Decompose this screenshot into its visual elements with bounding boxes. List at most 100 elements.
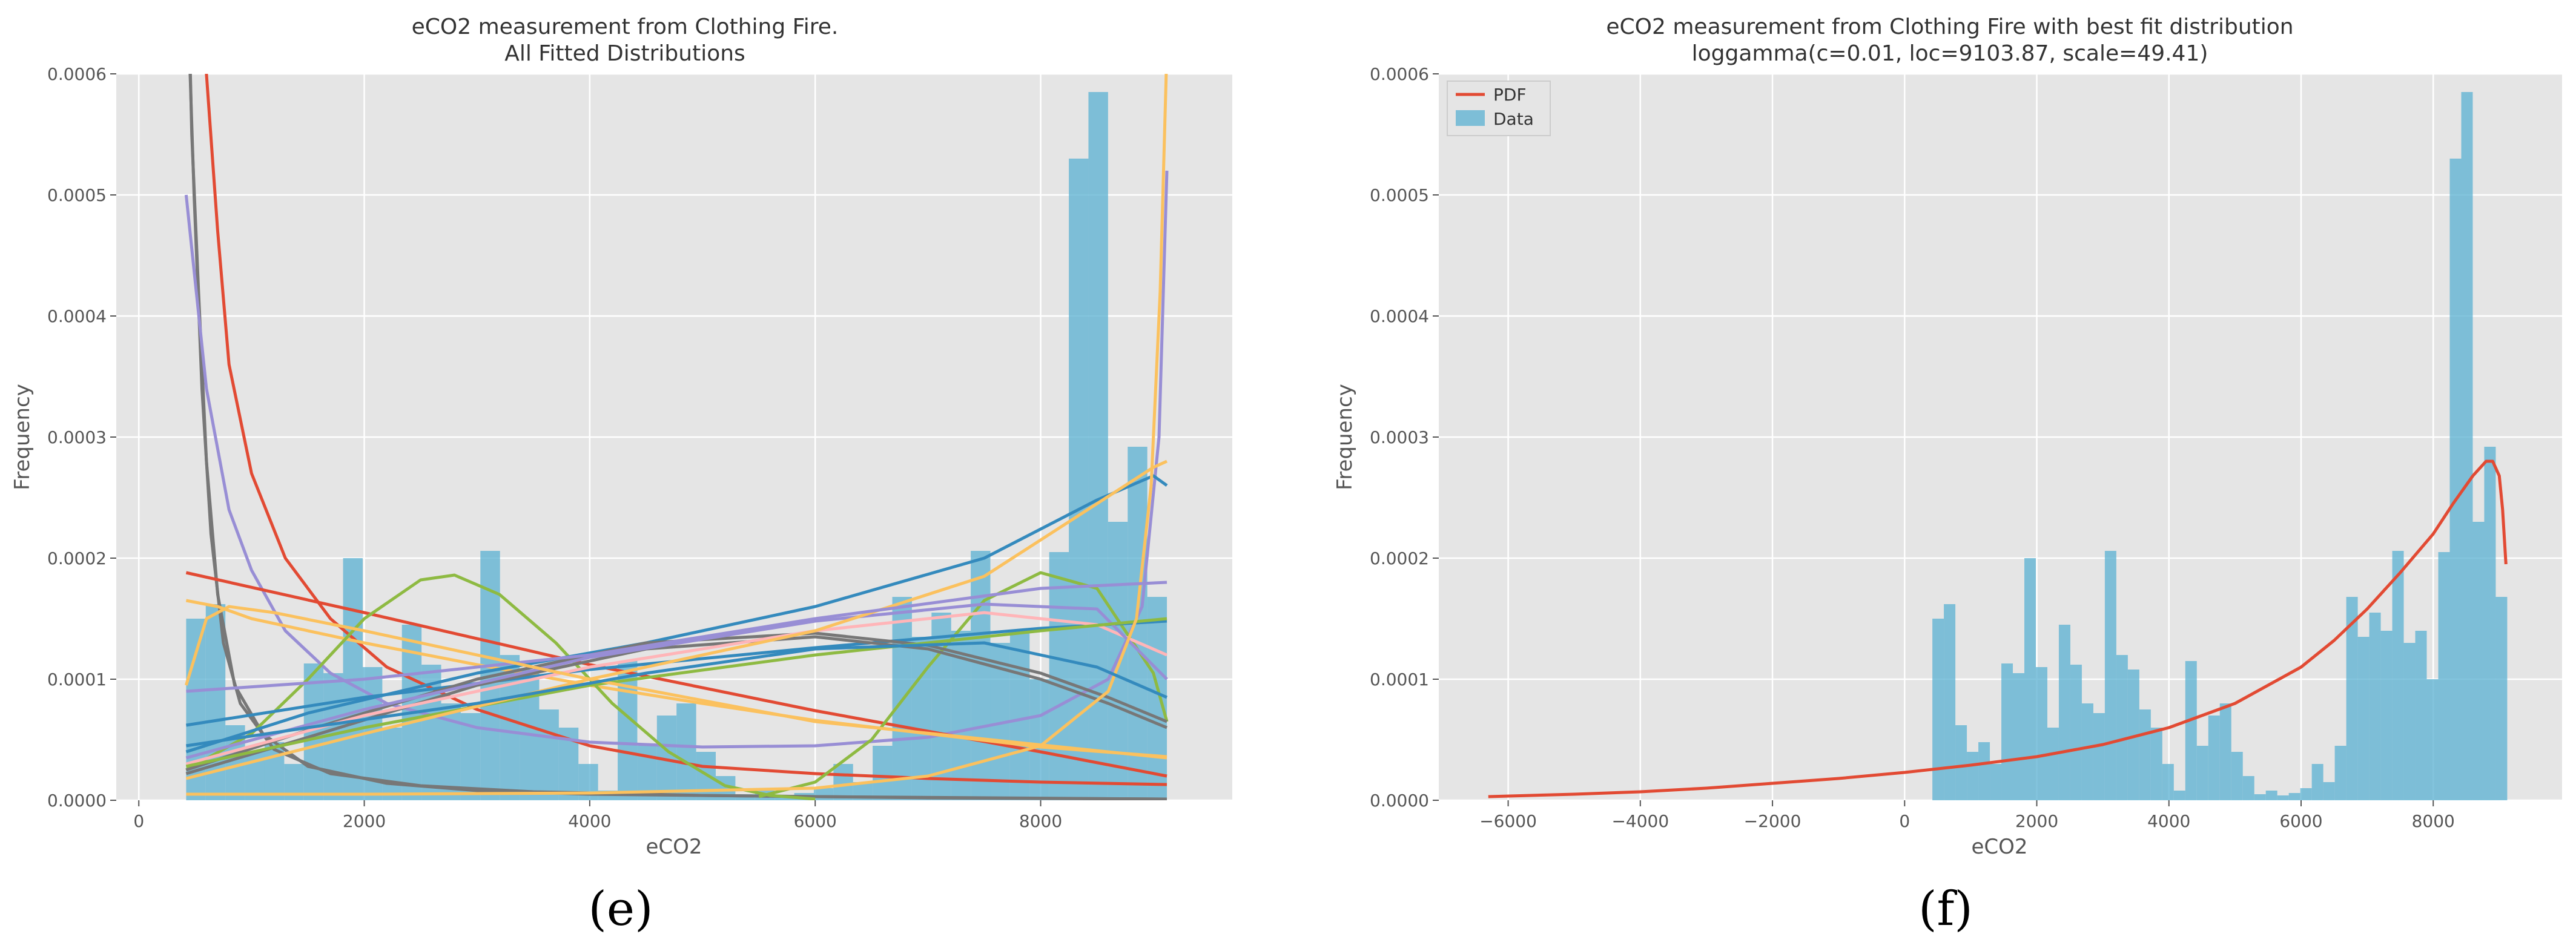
fitted-curve xyxy=(185,573,816,800)
histogram-bar xyxy=(2242,776,2254,800)
histogram-bar xyxy=(2058,625,2070,800)
x-tick-label: 2000 xyxy=(343,811,386,831)
fitted-curves xyxy=(184,74,1169,800)
histogram-bar xyxy=(2173,791,2185,800)
y-tick-label: 0.0006 xyxy=(1370,64,1429,84)
x-tick-label: 0 xyxy=(1899,811,1910,831)
legend-data-swatch xyxy=(1456,110,1485,126)
pdf-curve-line xyxy=(1488,459,2508,798)
y-tick-label: 0.0004 xyxy=(1370,306,1429,326)
histogram-bar xyxy=(2013,673,2025,800)
panel-f: eCO2 measurement from Clothing Fire with… xyxy=(1333,15,2562,936)
histogram-bar xyxy=(2104,551,2116,800)
x-tick-label: −2000 xyxy=(1744,811,1802,831)
legend: PDF Data xyxy=(1447,81,1551,136)
x-tick-label: 6000 xyxy=(794,811,837,831)
histogram-bar xyxy=(1932,619,1944,800)
histogram-bar xyxy=(1990,764,2002,800)
histogram-bar xyxy=(2231,752,2243,800)
grid-lines xyxy=(116,73,1232,801)
histogram-bar xyxy=(2380,631,2393,800)
histogram-bar xyxy=(2070,665,2082,800)
histogram-bar xyxy=(2495,597,2508,800)
y-tick-label: 0.0000 xyxy=(47,791,107,811)
histogram-bar xyxy=(539,709,559,800)
x-tick-label: 2000 xyxy=(2015,811,2058,831)
histogram-bar xyxy=(2277,795,2289,800)
x-tick-labels: −6000 −4000 −2000 0 2000 4000 6000 8000 xyxy=(1479,800,2455,831)
x-axis-label: eCO2 xyxy=(646,835,702,859)
histogram-bar xyxy=(2415,631,2427,800)
histogram-bar xyxy=(2116,655,2128,800)
fitted-curve xyxy=(185,617,1167,768)
fitted-curve xyxy=(184,170,1169,749)
histogram-bar xyxy=(2369,613,2381,800)
x-tick-label: 8000 xyxy=(2412,811,2455,831)
histogram-bar xyxy=(2001,663,2013,800)
histogram-bar xyxy=(1944,604,1956,800)
histogram-bar xyxy=(2093,713,2105,800)
fitted-curve xyxy=(188,74,1167,800)
fitted-curve xyxy=(185,459,1168,780)
histogram-bar xyxy=(2426,679,2439,800)
histogram-bar xyxy=(2081,703,2093,800)
histogram-bar xyxy=(2484,447,2496,800)
fitted-curve xyxy=(185,571,1167,778)
histogram-bars xyxy=(1932,92,2508,800)
legend-box xyxy=(1447,81,1551,136)
x-tick-label: 6000 xyxy=(2279,811,2322,831)
histogram-bar xyxy=(696,752,716,800)
histogram-bar xyxy=(2127,670,2139,800)
y-tick-label: 0.0005 xyxy=(1370,185,1429,205)
y-tick-label: 0.0006 xyxy=(47,64,107,84)
x-tick-label: 4000 xyxy=(568,811,611,831)
x-tick-label: 4000 xyxy=(2147,811,2190,831)
histogram-bar xyxy=(2219,703,2231,800)
histogram-bar xyxy=(1955,725,1967,800)
fitted-curve xyxy=(185,631,1167,772)
histogram-bar xyxy=(2196,746,2208,800)
histogram-bar xyxy=(2346,597,2358,800)
histogram-bar xyxy=(2208,716,2220,800)
x-tick-label: 0 xyxy=(133,811,144,831)
histogram-bar xyxy=(2254,794,2266,800)
histogram-bar xyxy=(2311,764,2323,800)
histogram-bar xyxy=(833,764,853,800)
histogram-bar xyxy=(382,728,402,800)
histogram-bar xyxy=(676,703,696,800)
x-tick-label: 8000 xyxy=(1019,811,1062,831)
fitted-curve xyxy=(186,641,1167,748)
chart-title: eCO2 measurement from Clothing Fire. xyxy=(412,15,839,39)
histogram-bar xyxy=(911,637,932,800)
y-tick-label: 0.0004 xyxy=(47,306,107,326)
histogram-bar xyxy=(873,746,893,800)
x-tick-labels: 0 2000 4000 6000 8000 xyxy=(133,800,1062,831)
x-tick-label: −4000 xyxy=(1611,811,1669,831)
y-tick-labels: 0.0000 0.0001 0.0002 0.0003 0.0004 0.0005 0.00… xyxy=(1370,64,1439,811)
histogram-bar xyxy=(2461,92,2473,800)
histogram-bar xyxy=(2392,551,2404,800)
fitted-curve xyxy=(186,619,1167,727)
grid-lines xyxy=(1439,73,2562,801)
panel-e: eCO2 measurement from Clothing Fire. All… xyxy=(10,15,1232,936)
histogram-bar xyxy=(2357,637,2370,800)
histogram-bar xyxy=(2334,746,2346,800)
y-tick-label: 0.0005 xyxy=(47,185,107,205)
chart-subtitle: All Fitted Distributions xyxy=(504,41,745,66)
fitted-curve xyxy=(185,605,1167,760)
histogram-bar xyxy=(1978,742,1990,800)
histogram-bar xyxy=(2162,764,2174,800)
y-tick-label: 0.0002 xyxy=(1370,548,1429,568)
pdf-curve xyxy=(1488,459,2508,798)
fitted-curve xyxy=(185,602,1168,760)
legend-pdf-label: PDF xyxy=(1493,85,1527,105)
fitted-curve xyxy=(186,581,1167,693)
histogram-bar xyxy=(2047,728,2059,800)
y-tick-label: 0.0001 xyxy=(47,670,107,689)
fitted-curve xyxy=(185,474,1168,754)
y-axis-label: Frequency xyxy=(10,384,35,490)
histogram-bar xyxy=(2024,558,2036,800)
legend-data-label: Data xyxy=(1493,109,1534,129)
histogram-bar xyxy=(2403,643,2416,800)
